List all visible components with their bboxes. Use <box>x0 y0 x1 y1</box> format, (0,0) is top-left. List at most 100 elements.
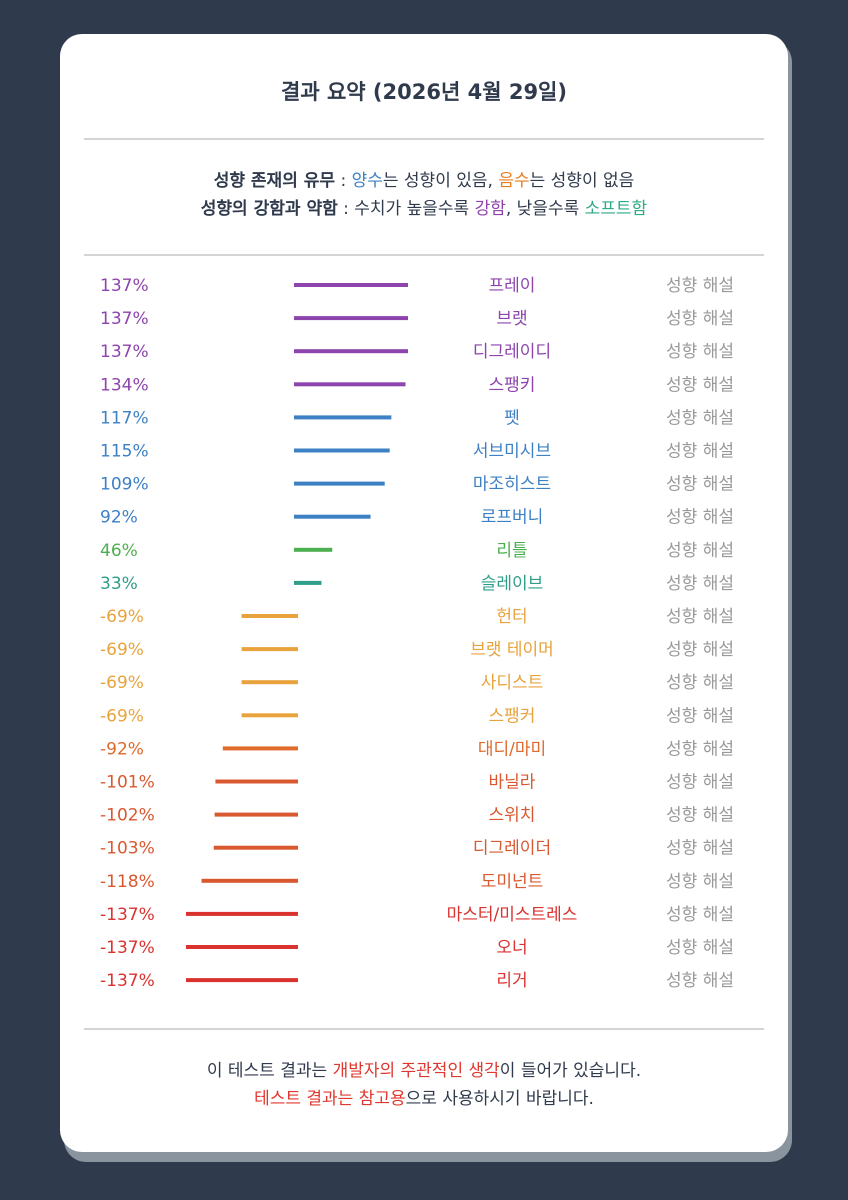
chart-row: -118% 도미넌트 성향 해설 <box>100 872 734 892</box>
tendency-description-link[interactable]: 성향 해설 <box>666 938 734 958</box>
value-label: -92% <box>100 739 144 759</box>
footer-line1-highlight: 개발자의 주관적인 생각 <box>332 1061 500 1081</box>
legend-strong-word: 강함 <box>474 199 506 219</box>
chart-row: -69% 헌터 성향 해설 <box>100 607 734 627</box>
chart-row: -69% 스팽커 성향 해설 <box>100 706 734 726</box>
value-label: 137% <box>100 342 149 362</box>
tendency-description-link[interactable]: 성향 해설 <box>666 872 734 892</box>
value-label: -69% <box>100 673 144 693</box>
tendency-description-link[interactable]: 성향 해설 <box>666 375 734 395</box>
legend-strength-sep: : 수치가 높을수록 <box>337 199 475 219</box>
tendency-description-link[interactable]: 성향 해설 <box>666 806 734 826</box>
legend-soft-word: 소프트함 <box>584 199 648 219</box>
value-label: -69% <box>100 640 144 660</box>
legend-divider <box>84 254 764 256</box>
legend-negative-rest: 는 성향이 없음 <box>529 171 635 191</box>
value-label: -101% <box>100 773 155 793</box>
chart-row: 137% 디그레이디 성향 해설 <box>100 342 734 362</box>
bar <box>294 283 408 287</box>
tendency-description-link[interactable]: 성향 해설 <box>666 541 734 561</box>
tendency-description-link[interactable]: 성향 해설 <box>666 442 734 462</box>
tendency-description-link[interactable]: 성향 해설 <box>666 508 734 528</box>
category-label: 로프버니 <box>481 508 544 528</box>
footer-line-1: 이 테스트 결과는 개발자의 주관적인 생각이 들어가 있습니다. <box>60 1056 788 1081</box>
chart-row: 109% 마조히스트 성향 해설 <box>100 475 734 495</box>
tendency-description-link[interactable]: 성향 해설 <box>666 640 734 660</box>
category-label: 헌터 <box>496 607 527 627</box>
chart-row: -69% 사디스트 성향 해설 <box>100 673 734 693</box>
tendency-description-link[interactable]: 성향 해설 <box>666 839 734 859</box>
tendency-description-link[interactable]: 성향 해설 <box>666 276 734 296</box>
tendency-description-link[interactable]: 성향 해설 <box>666 342 734 362</box>
tendency-description-link[interactable]: 성향 해설 <box>666 706 734 726</box>
legend-presence-label: 성향 존재의 유무 <box>213 171 336 191</box>
bar <box>294 382 406 387</box>
bar <box>294 547 333 552</box>
chart-row: 115% 서브미시브 성향 해설 <box>100 442 734 462</box>
bar <box>214 812 298 817</box>
category-label: 오너 <box>496 938 527 958</box>
chart-row: -137% 오너 성향 해설 <box>100 938 734 958</box>
legend-positive-word: 양수 <box>351 171 383 191</box>
bar <box>241 680 298 685</box>
tendency-description-link[interactable]: 성향 해설 <box>666 673 734 693</box>
chart-row: 46% 리틀 성향 해설 <box>100 541 734 561</box>
category-label: 디그레이더 <box>473 839 551 859</box>
category-label: 리거 <box>496 971 527 991</box>
category-label: 대디/마미 <box>478 739 546 759</box>
value-label: 137% <box>100 309 149 329</box>
bar <box>201 878 298 883</box>
chart-row: 137% 브랫 성향 해설 <box>100 309 734 329</box>
value-label: 137% <box>100 276 149 296</box>
tendency-description-link[interactable]: 성향 해설 <box>666 475 734 495</box>
value-label: 109% <box>100 475 149 495</box>
category-label: 슬레이브 <box>481 574 544 594</box>
category-label: 리틀 <box>496 541 527 561</box>
category-label: 사디스트 <box>481 673 544 693</box>
tendency-description-link[interactable]: 성향 해설 <box>666 971 734 991</box>
category-label: 스팽커 <box>489 706 536 726</box>
value-label: -69% <box>100 706 144 726</box>
legend-presence-sep: : <box>335 171 352 191</box>
footer-line2-highlight: 테스트 결과는 참고용 <box>254 1089 406 1109</box>
bar <box>294 349 408 354</box>
page-title: 결과 요약 (2026년 4월 29일) <box>281 80 567 104</box>
chart-row: 137% 프레이 성향 해설 <box>100 276 734 296</box>
category-label: 서브미시브 <box>473 442 551 462</box>
bar <box>241 647 298 652</box>
value-label: -118% <box>100 872 155 892</box>
bar <box>222 746 298 751</box>
value-label: 92% <box>100 508 138 528</box>
tendency-description-link[interactable]: 성향 해설 <box>666 739 734 759</box>
category-label: 브랫 <box>496 309 527 329</box>
bar <box>294 580 322 585</box>
bar <box>294 316 408 321</box>
tendency-description-link[interactable]: 성향 해설 <box>666 574 734 594</box>
value-label: 117% <box>100 408 149 428</box>
chart-row: -103% 디그레이더 성향 해설 <box>100 839 734 859</box>
bar <box>241 713 298 718</box>
chart-row: 92% 로프버니 성향 해설 <box>100 508 734 528</box>
bar <box>294 481 385 486</box>
tendency-description-link[interactable]: 성향 해설 <box>666 905 734 925</box>
footer-line1-post: 이 들어가 있습니다. <box>499 1061 642 1081</box>
category-label: 브랫 테이머 <box>470 640 554 660</box>
chart-row: -137% 마스터/미스트레스 성향 해설 <box>100 905 734 925</box>
legend-strength-mid: , 낮을수록 <box>505 199 585 219</box>
footer-line-2: 테스트 결과는 참고용으로 사용하시기 바랍니다. <box>60 1084 788 1109</box>
value-label: 134% <box>100 375 149 395</box>
value-label: 33% <box>100 574 138 594</box>
legend-positive-rest: 는 성향이 있음, <box>382 171 499 191</box>
tendency-description-link[interactable]: 성향 해설 <box>666 773 734 793</box>
value-label: -102% <box>100 806 155 826</box>
bar <box>215 779 298 784</box>
category-label: 마스터/미스트레스 <box>447 905 578 925</box>
footer-line1-pre: 이 테스트 결과는 <box>206 1061 333 1081</box>
tendency-description-link[interactable]: 성향 해설 <box>666 309 734 329</box>
category-label: 바닐라 <box>489 773 536 793</box>
category-label: 스팽키 <box>489 375 536 395</box>
tendency-description-link[interactable]: 성향 해설 <box>666 408 734 428</box>
bar <box>294 514 371 519</box>
tendency-description-link[interactable]: 성향 해설 <box>666 607 734 627</box>
chart-row: -102% 스위치 성향 해설 <box>100 806 734 826</box>
